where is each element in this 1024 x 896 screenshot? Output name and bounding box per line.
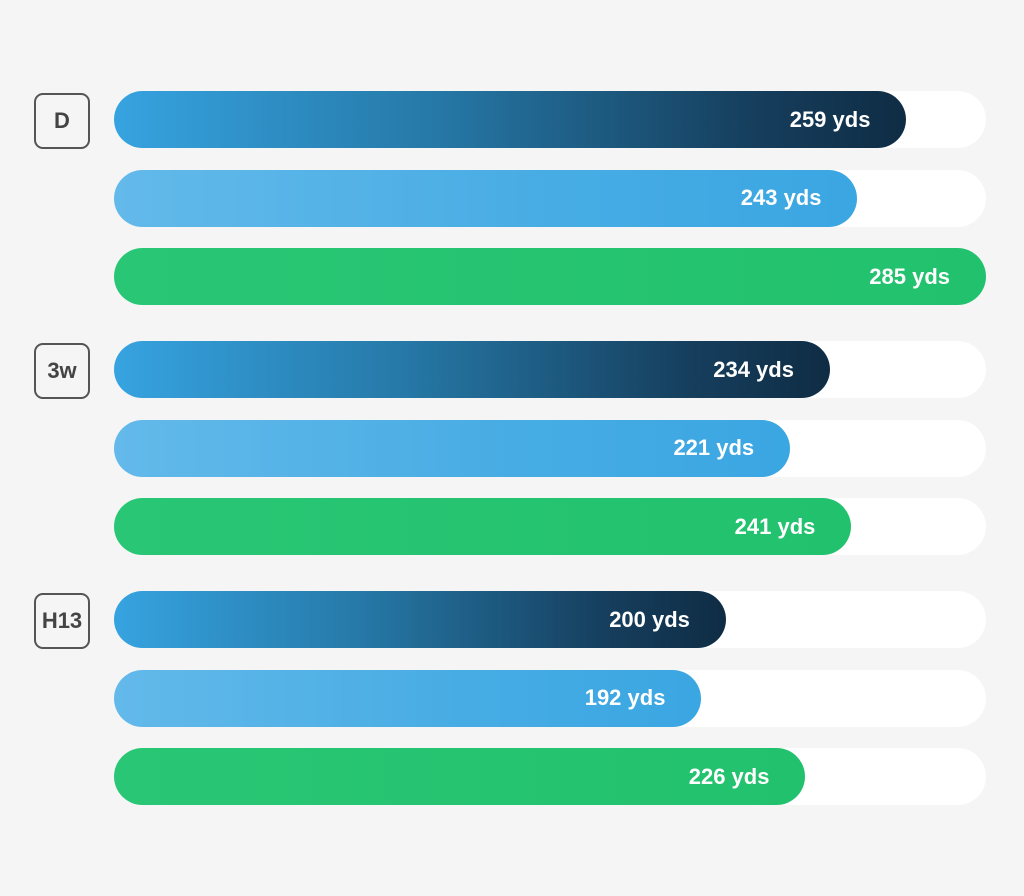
bar-track: 226 yds — [114, 748, 986, 805]
bar-track: 259 yds — [114, 91, 986, 148]
bar-value-label: 226 yds — [688, 763, 770, 789]
bar-h13-series-0: 200 yds — [114, 591, 726, 648]
bar-track: 221 yds — [114, 419, 986, 477]
bar-track: 192 yds — [114, 669, 986, 727]
club-badge-3w: 3w — [34, 342, 90, 399]
bar-d-series-2: 285 yds — [114, 248, 986, 305]
bar-track: 241 yds — [114, 498, 986, 555]
bar-value-label: 285 yds — [869, 263, 950, 289]
bar-d-series-1: 243 yds — [114, 169, 858, 227]
bar-value-label: 243 yds — [740, 185, 822, 210]
bar-track: 200 yds — [114, 591, 986, 648]
bar-value-label: 221 yds — [673, 435, 755, 460]
bar-track: 234 yds — [114, 341, 986, 398]
bar-track: 243 yds — [114, 169, 986, 227]
bar-track: 285 yds — [114, 248, 986, 305]
bar-value-label: 192 yds — [584, 685, 666, 710]
bar-h13-series-1: 192 yds — [114, 669, 702, 727]
club-badge-d: D — [34, 92, 90, 149]
bar-value-label: 200 yds — [609, 606, 690, 632]
bar-3w-series-2: 241 yds — [114, 498, 852, 555]
bar-h13-series-2: 226 yds — [114, 748, 806, 805]
bar-value-label: 241 yds — [734, 513, 816, 539]
bar-value-label: 234 yds — [713, 356, 794, 382]
bar-3w-series-1: 221 yds — [114, 419, 791, 477]
club-badge-h13: H13 — [34, 592, 90, 649]
bar-d-series-0: 259 yds — [114, 91, 907, 148]
bar-3w-series-0: 234 yds — [114, 341, 830, 398]
bar-value-label: 259 yds — [789, 106, 871, 132]
